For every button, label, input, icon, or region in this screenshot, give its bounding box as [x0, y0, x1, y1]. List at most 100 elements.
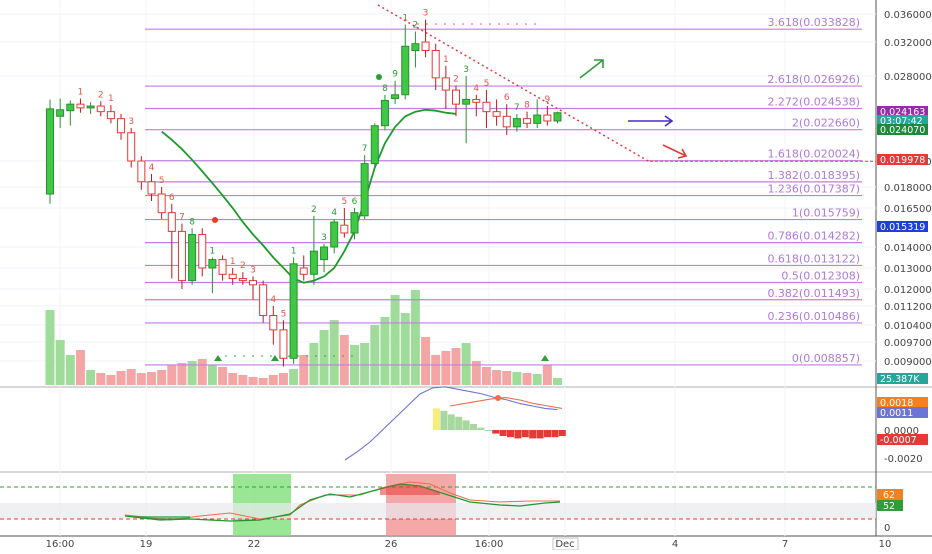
time-tick-label: 7: [782, 539, 788, 550]
candle-body: [269, 315, 278, 331]
volume-bar: [400, 313, 410, 385]
price-tick-label: 0.032000: [884, 38, 932, 49]
sequential-count: 4: [270, 295, 276, 305]
sequential-count: 6: [352, 197, 358, 207]
candle-body: [137, 160, 146, 183]
sequential-count: 1: [291, 247, 297, 257]
oscillator-axis-label: 0: [884, 523, 890, 534]
macd-histogram-bar: [484, 430, 492, 431]
candle-body: [360, 163, 369, 217]
candle-body: [56, 109, 65, 117]
volume-bar: [512, 372, 522, 385]
sequential-count: 1: [108, 94, 114, 104]
price-badge: [877, 373, 928, 384]
volume-bar: [278, 373, 288, 385]
price-tick-label: 0.028000: [884, 72, 932, 83]
volume-bar: [370, 325, 380, 385]
volume-bar: [532, 374, 542, 385]
fib-level-label: 1.382(0.018395): [767, 169, 860, 182]
sequential-count: 3: [128, 117, 134, 127]
macd-badge-label: 0.0018: [880, 398, 913, 409]
fib-level-label: 0.786(0.014282): [767, 230, 860, 243]
candle-body: [188, 234, 197, 282]
price-tick-label: 0.009700: [884, 338, 932, 349]
macd-histogram-bar: [507, 430, 514, 438]
macd-badge: [877, 407, 928, 418]
candle-body: [86, 105, 95, 109]
sequential-count: 9: [544, 95, 550, 105]
downtrend-line: [377, 4, 651, 163]
fib-level-label: 2.618(0.026926): [767, 73, 860, 86]
time-tick-label: 19: [140, 539, 153, 550]
sequential-count: 3: [321, 233, 327, 243]
arrow-down-right-icon: [662, 144, 688, 159]
signal-dot: [435, 23, 437, 25]
candle-body: [340, 224, 349, 234]
macd-histogram-bar: [477, 427, 485, 430]
oscillator-fill: [380, 484, 440, 495]
price-badge-label: 0.024163: [880, 107, 925, 118]
fib-level-label: 0.5(0.012308): [781, 270, 860, 283]
signal-dot: [417, 23, 419, 25]
volume-bar: [65, 355, 75, 385]
signal-dot: [324, 355, 326, 357]
candle-body: [482, 101, 491, 113]
mid-band: [0, 503, 876, 519]
signal-dot: [297, 355, 299, 357]
signal-dot: [306, 355, 308, 357]
macd-histogram-bar: [558, 430, 566, 436]
fib-level-label: 0.236(0.010486): [767, 310, 860, 323]
sequential-count: 1: [210, 247, 216, 257]
arrow-right-icon: [628, 115, 674, 127]
macd-badge: [877, 397, 928, 408]
candle-body: [279, 329, 288, 359]
macd-histogram-bar: [536, 430, 544, 439]
sequential-count: 8: [382, 84, 388, 94]
candle-body: [76, 103, 85, 109]
macd-histogram-bar: [447, 414, 455, 430]
candle-body: [370, 125, 379, 165]
sequential-count: 8: [524, 101, 530, 111]
time-tick-label: 16:00: [46, 539, 75, 550]
sequential-count: 2: [453, 74, 459, 84]
candle-body: [553, 112, 562, 122]
price-tick-label: 0.016500: [884, 204, 932, 215]
price-badge: [877, 124, 928, 135]
sequential-count: 1: [443, 55, 449, 65]
price-tick-label: 0.018000: [884, 183, 932, 194]
macd-histogram-bar: [521, 430, 529, 438]
signal-dot: [498, 23, 500, 25]
sequential-count: 4: [331, 208, 337, 218]
sequential-count: 5: [341, 197, 347, 207]
volume-bar: [96, 373, 106, 385]
volume-bar: [218, 367, 228, 385]
price-badge-label: 0.015319: [880, 222, 925, 233]
candle-body: [249, 280, 257, 286]
sequential-count: 6: [169, 193, 175, 203]
price-tick-label: 0.014000: [884, 243, 932, 254]
candle-body: [147, 181, 156, 195]
signal-dot: [471, 23, 473, 25]
fib-level-label: 2(0.022660): [792, 117, 860, 130]
candle-body: [421, 41, 430, 51]
volume-bar: [492, 370, 502, 385]
price-badge-label: 25.387K: [880, 374, 920, 385]
signal-line: [449, 397, 563, 409]
macd-axis-label: 0.0000: [884, 426, 919, 437]
candle-body: [472, 98, 481, 103]
fib-level-label: 2.272(0.024538): [767, 95, 860, 108]
macd-histogram-bar: [499, 430, 507, 436]
candle-body: [462, 98, 471, 105]
macd-histogram-bar: [529, 430, 537, 439]
signal-dot: [462, 23, 464, 25]
sequential-count: 3: [423, 9, 429, 19]
volume-bar: [441, 351, 451, 385]
candle-body: [452, 89, 460, 105]
price-tick-label: 0.009000: [884, 357, 932, 368]
volume-bar: [339, 335, 349, 385]
volume-bar: [228, 373, 238, 385]
candle-body: [228, 273, 237, 279]
price-badge: [877, 115, 928, 126]
sequential-count: 1: [230, 257, 236, 267]
